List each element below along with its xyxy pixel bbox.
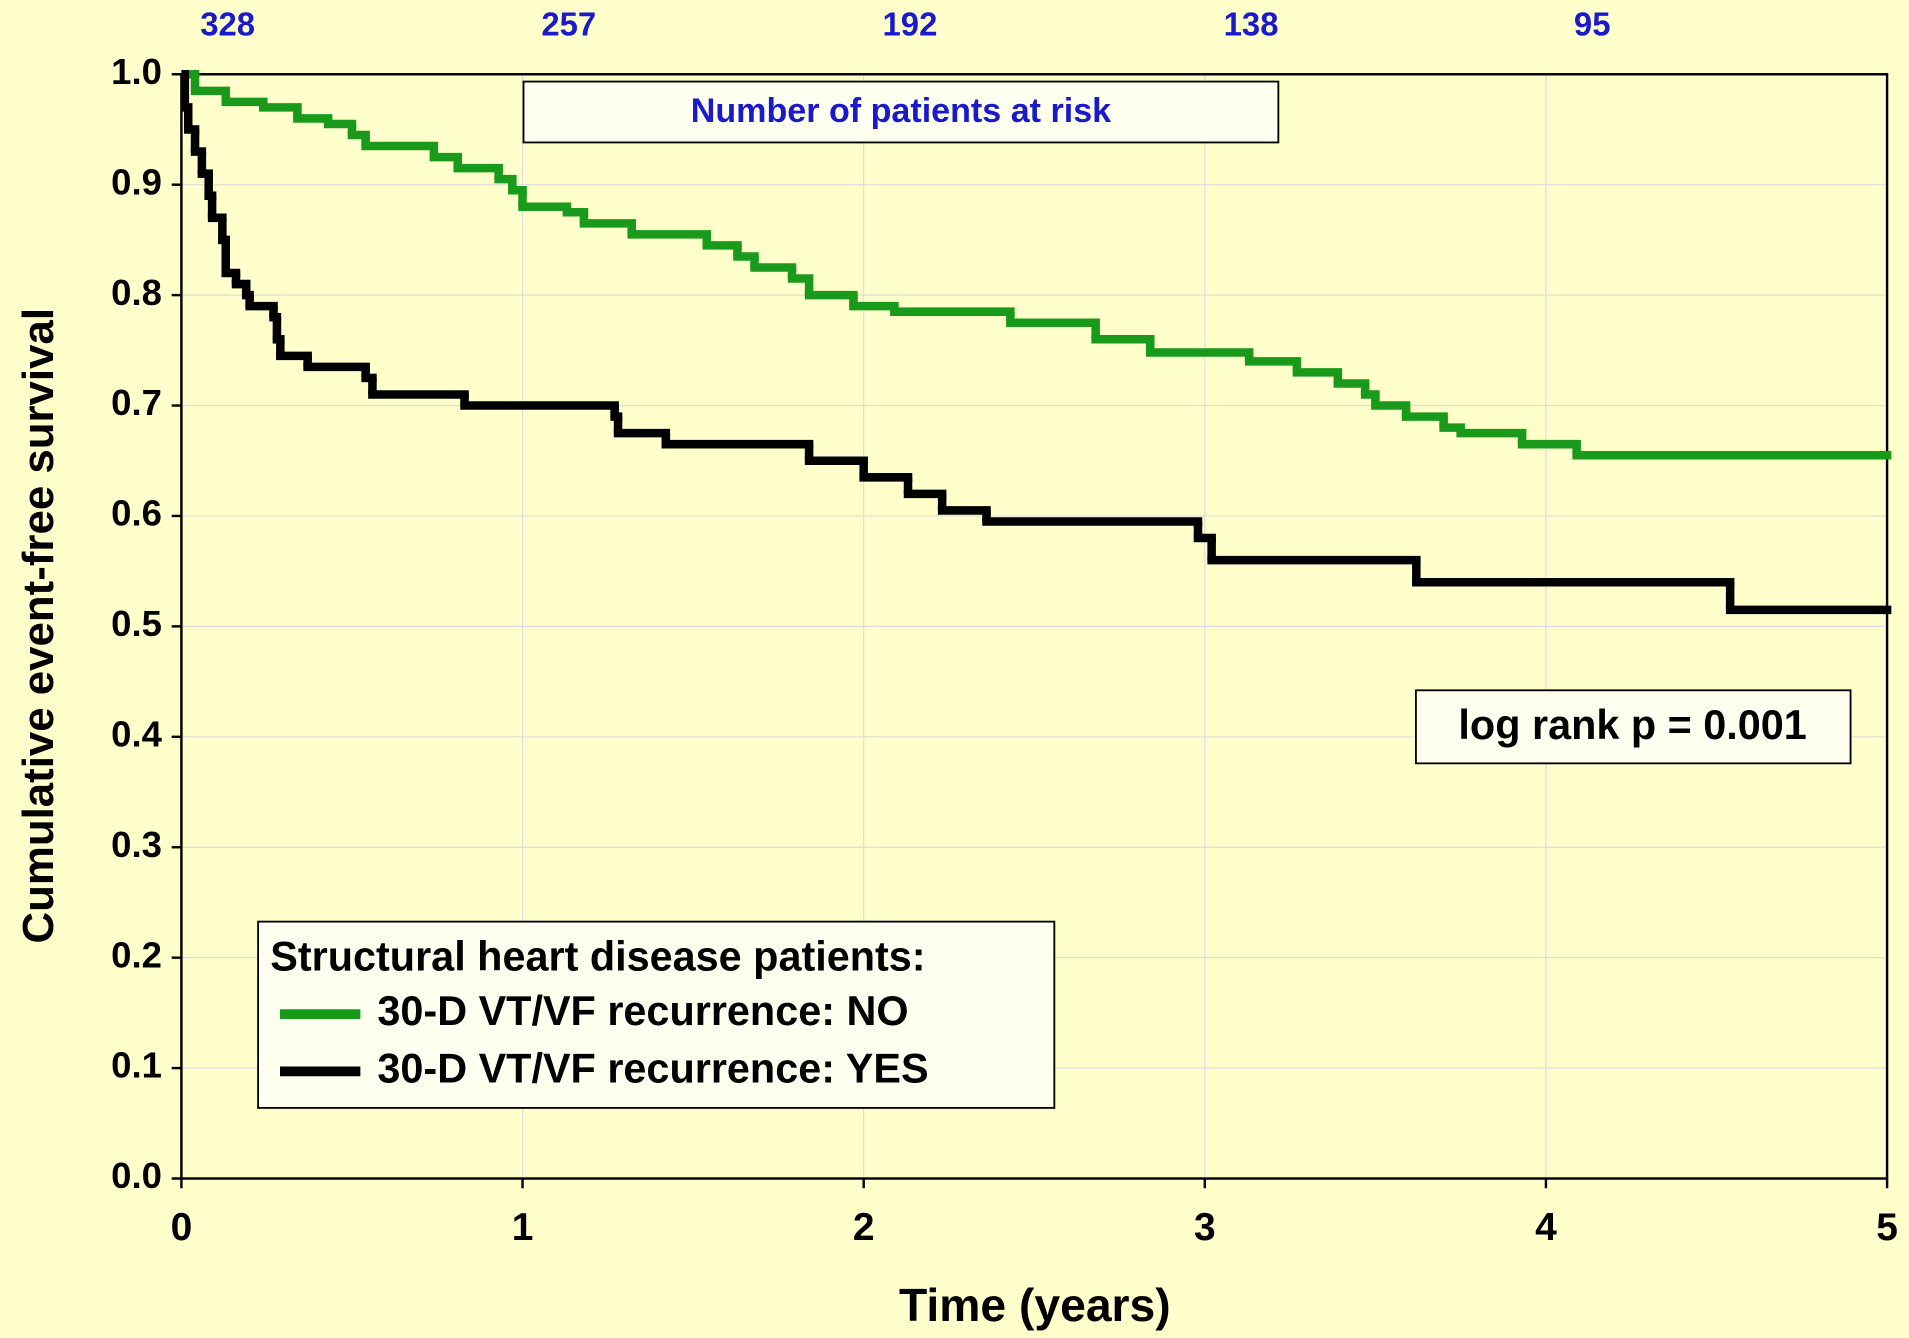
x-tick-label: 1	[512, 1206, 534, 1249]
x-axis-title: Time (years)	[899, 1279, 1171, 1331]
y-tick-label: 0.8	[111, 272, 162, 313]
y-tick-label: 1.0	[111, 51, 162, 92]
at-risk-box	[522, 80, 1280, 144]
at-risk-label: Number of patients at risk	[691, 92, 1111, 130]
x-tick-label: 2	[853, 1206, 875, 1249]
at-risk-count: 138	[1224, 5, 1279, 42]
at-risk-count: 95	[1574, 5, 1611, 42]
x-tick-label: 0	[171, 1206, 193, 1249]
legend-label: 30-D VT/VF recurrence: NO	[377, 988, 908, 1034]
y-tick-label: 0.3	[111, 824, 162, 865]
y-tick-label: 0.7	[111, 382, 162, 423]
x-tick-label: 4	[1535, 1206, 1557, 1249]
legend-label: 30-D VT/VF recurrence: YES	[377, 1045, 928, 1091]
y-tick-label: 0.4	[111, 713, 162, 754]
y-tick-label: 0.1	[111, 1045, 162, 1086]
y-tick-label: 0.5	[111, 603, 162, 644]
annotation: log rank p = 0.001	[1458, 702, 1806, 748]
annotation-box	[1415, 689, 1852, 765]
y-axis-title: Cumulative event-free survival	[14, 308, 63, 944]
y-tick-label: 0.2	[111, 934, 162, 975]
at-risk-count: 192	[883, 5, 938, 42]
x-tick-label: 5	[1876, 1206, 1898, 1249]
plot-frame	[180, 73, 1889, 1180]
y-tick-label: 0.0	[111, 1155, 162, 1196]
y-tick-label: 0.6	[111, 493, 162, 534]
y-tick-label: 0.9	[111, 161, 162, 202]
legend-box	[257, 920, 1056, 1109]
at-risk-count: 328	[200, 5, 255, 42]
x-tick-label: 3	[1194, 1206, 1216, 1249]
at-risk-count: 257	[541, 5, 596, 42]
legend-title: Structural heart disease patients:	[270, 933, 925, 979]
